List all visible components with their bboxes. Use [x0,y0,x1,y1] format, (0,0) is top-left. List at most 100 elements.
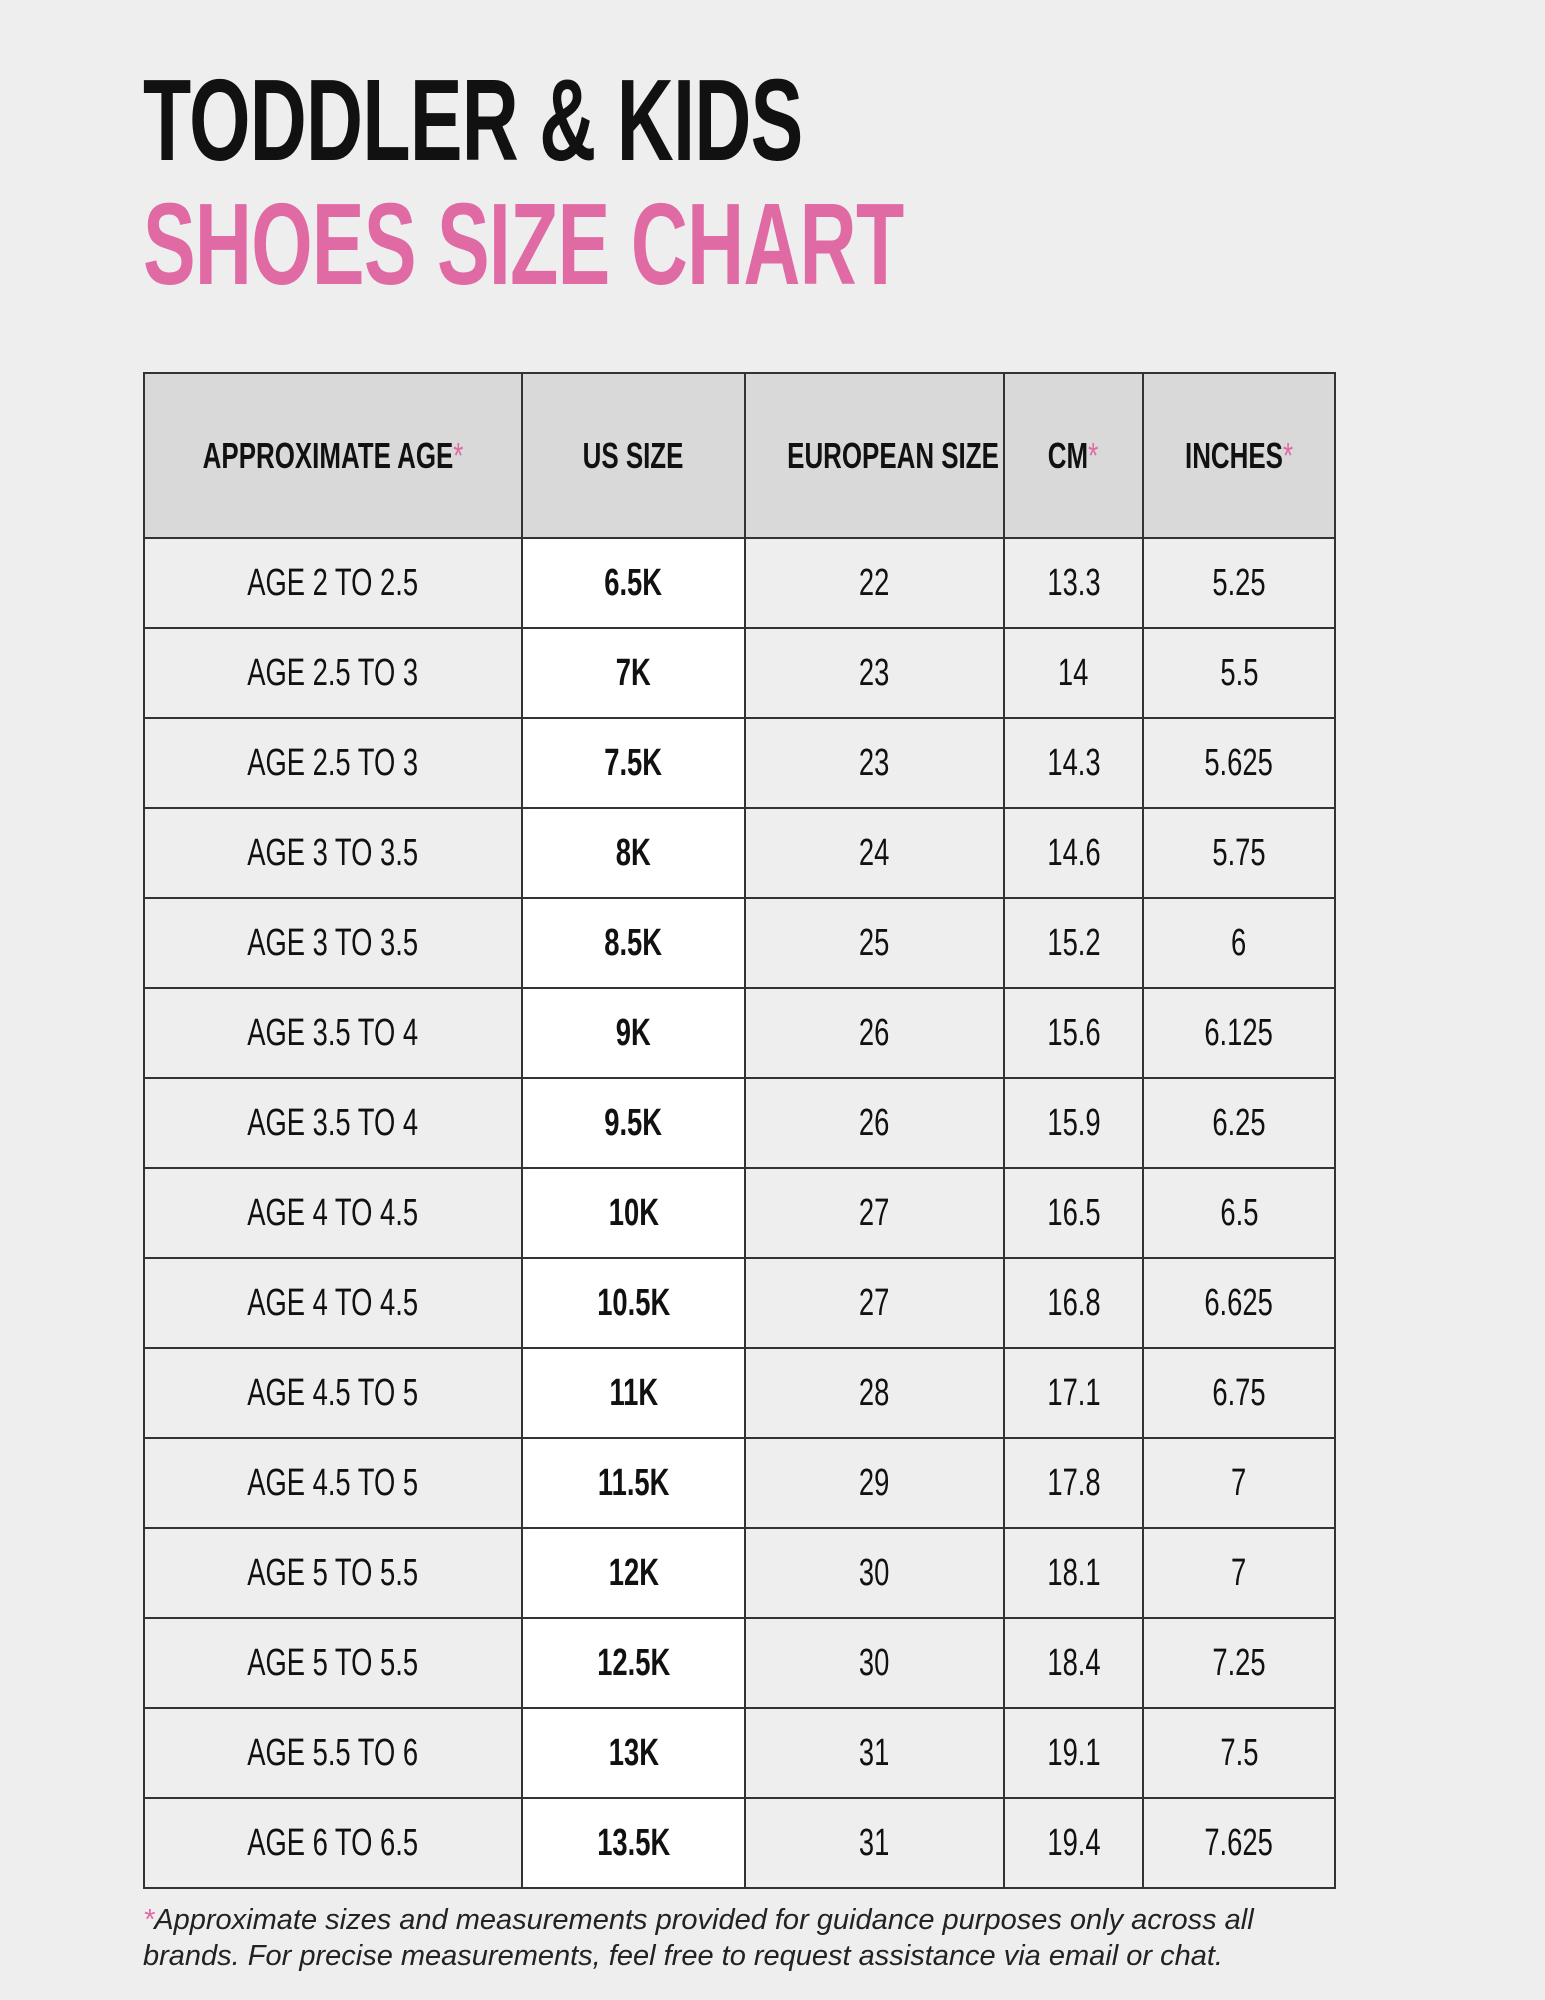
table-row: AGE 4 TO 4.5 10K 27 16.5 6.5 [143,1167,1336,1259]
header-text: US SIZE [583,434,684,476]
cell-text: 7.25 [1212,1641,1266,1684]
table-cell: 28 [744,1347,1005,1439]
table-row: AGE 3.5 TO 4 9K 26 15.6 6.125 [143,987,1336,1079]
table-cell: 24 [744,807,1005,899]
table-cell: 19.1 [1003,1707,1144,1799]
size-table: APPROXIMATE AGE* US SIZE EUROPEAN SIZE CM* I… [143,372,1336,1889]
table-cell: 13.3 [1003,537,1144,629]
table-cell: 6.5 [1142,1167,1336,1259]
table-cell: AGE 2.5 TO 3 [143,627,523,719]
cell-text: 9.5K [604,1101,663,1144]
table-cell: 15.2 [1003,897,1144,989]
table-cell: 23 [744,717,1005,809]
table-cell: 30 [744,1617,1005,1709]
header-text: CM [1048,434,1089,476]
table-cell: AGE 2.5 TO 3 [143,717,523,809]
cell-text: 27 [859,1281,890,1324]
cell-text: 10.5K [596,1281,671,1324]
column-header: INCHES* [1142,372,1336,539]
cell-text: 27 [859,1191,890,1234]
cell-text: 16.8 [1046,1281,1101,1324]
table-cell: 6.25 [1142,1077,1336,1169]
table-cell: 16.5 [1003,1167,1144,1259]
table-body: AGE 2 TO 2.5 6.5K 22 13.3 5.25 AGE 2.5 TO 3 7K… [143,537,1336,1889]
table-cell: 5.25 [1142,537,1336,629]
cell-text: 28 [859,1371,890,1414]
table-row: AGE 3 TO 3.5 8K 24 14.6 5.75 [143,807,1336,899]
cell-text: 7 [1231,1551,1247,1594]
cell-text: 23 [859,741,890,784]
cell-text: 7.5 [1219,1731,1259,1774]
table-cell: 27 [744,1167,1005,1259]
cell-text: 19.4 [1046,1821,1101,1864]
table-cell: AGE 4.5 TO 5 [143,1437,523,1529]
cell-text: 11K [609,1371,658,1414]
table-cell: AGE 3 TO 3.5 [143,897,523,989]
table-cell: 6.625 [1142,1257,1336,1349]
table-cell: 23 [744,627,1005,719]
cell-text: 29 [859,1461,890,1504]
cell-text: 7K [616,651,651,694]
table-row: AGE 4.5 TO 5 11.5K 29 17.8 7 [143,1437,1336,1529]
cell-text: 12K [608,1551,659,1594]
table-cell: 7K [521,627,746,719]
cell-text: 10K [608,1191,659,1234]
table-row: AGE 6 TO 6.5 13.5K 31 19.4 7.625 [143,1797,1336,1889]
cell-text: 6.25 [1212,1101,1266,1144]
cell-text: AGE 3 TO 3.5 [247,921,419,964]
table-cell: 16.8 [1003,1257,1144,1349]
table-cell: 9.5K [521,1077,746,1169]
cell-text: AGE 4 TO 4.5 [247,1281,419,1324]
table-cell: 15.9 [1003,1077,1144,1169]
cell-text: 7.625 [1204,1821,1274,1864]
subtitle: SHOES SIZE CHART [143,179,904,309]
table-cell: 7 [1142,1527,1336,1619]
table-cell: 5.5 [1142,627,1336,719]
header-mark: * [1282,434,1294,476]
column-header: US SIZE [521,372,746,539]
cell-text: 17.1 [1046,1371,1101,1414]
cell-text: 23 [859,651,890,694]
cell-text: 6.5 [1219,1191,1259,1234]
cell-text: 11.5K [597,1461,670,1504]
cell-text: 6 [1231,921,1247,964]
table-cell: 7.25 [1142,1617,1336,1709]
table-cell: AGE 3 TO 3.5 [143,807,523,899]
header-wrap: INCHES* [1185,435,1293,477]
cell-text: AGE 3.5 TO 4 [247,1101,419,1144]
table-cell: 14.3 [1003,717,1144,809]
table-cell: AGE 3.5 TO 4 [143,1077,523,1169]
cell-text: 12.5K [596,1641,671,1684]
cell-text: 8.5K [604,921,663,964]
footnote: *Approximate sizes and measurements prov… [143,1902,1343,1974]
cell-text: AGE 6 TO 6.5 [247,1821,419,1864]
cell-text: 18.4 [1046,1641,1101,1684]
header-text: APPROXIMATE AGE [202,434,454,476]
table-cell: 8K [521,807,746,899]
table-cell: AGE 3.5 TO 4 [143,987,523,1079]
table-cell: 19.4 [1003,1797,1144,1889]
cell-text: AGE 2.5 TO 3 [247,651,419,694]
table-cell: AGE 6 TO 6.5 [143,1797,523,1889]
table-row: AGE 4.5 TO 5 11K 28 17.1 6.75 [143,1347,1336,1439]
table-cell: 8.5K [521,897,746,989]
table-cell: AGE 5.5 TO 6 [143,1707,523,1799]
cell-text: 5.5 [1219,651,1259,694]
table-cell: AGE 4 TO 4.5 [143,1257,523,1349]
table-cell: 25 [744,897,1005,989]
table-row: AGE 3.5 TO 4 9.5K 26 15.9 6.25 [143,1077,1336,1169]
cell-text: 13.3 [1046,561,1101,604]
table-cell: 17.8 [1003,1437,1144,1529]
cell-text: AGE 2.5 TO 3 [247,741,419,784]
header-text: INCHES [1184,434,1283,476]
cell-text: 18.1 [1046,1551,1101,1594]
table-cell: 7.625 [1142,1797,1336,1889]
cell-text: 6.625 [1204,1281,1274,1324]
cell-text: AGE 5 TO 5.5 [247,1641,419,1684]
column-header: CM* [1003,372,1144,539]
header-wrap: APPROXIMATE AGE* [203,435,464,477]
cell-text: 31 [859,1731,890,1774]
cell-text: AGE 4.5 TO 5 [247,1371,419,1414]
table-cell: 7 [1142,1437,1336,1529]
